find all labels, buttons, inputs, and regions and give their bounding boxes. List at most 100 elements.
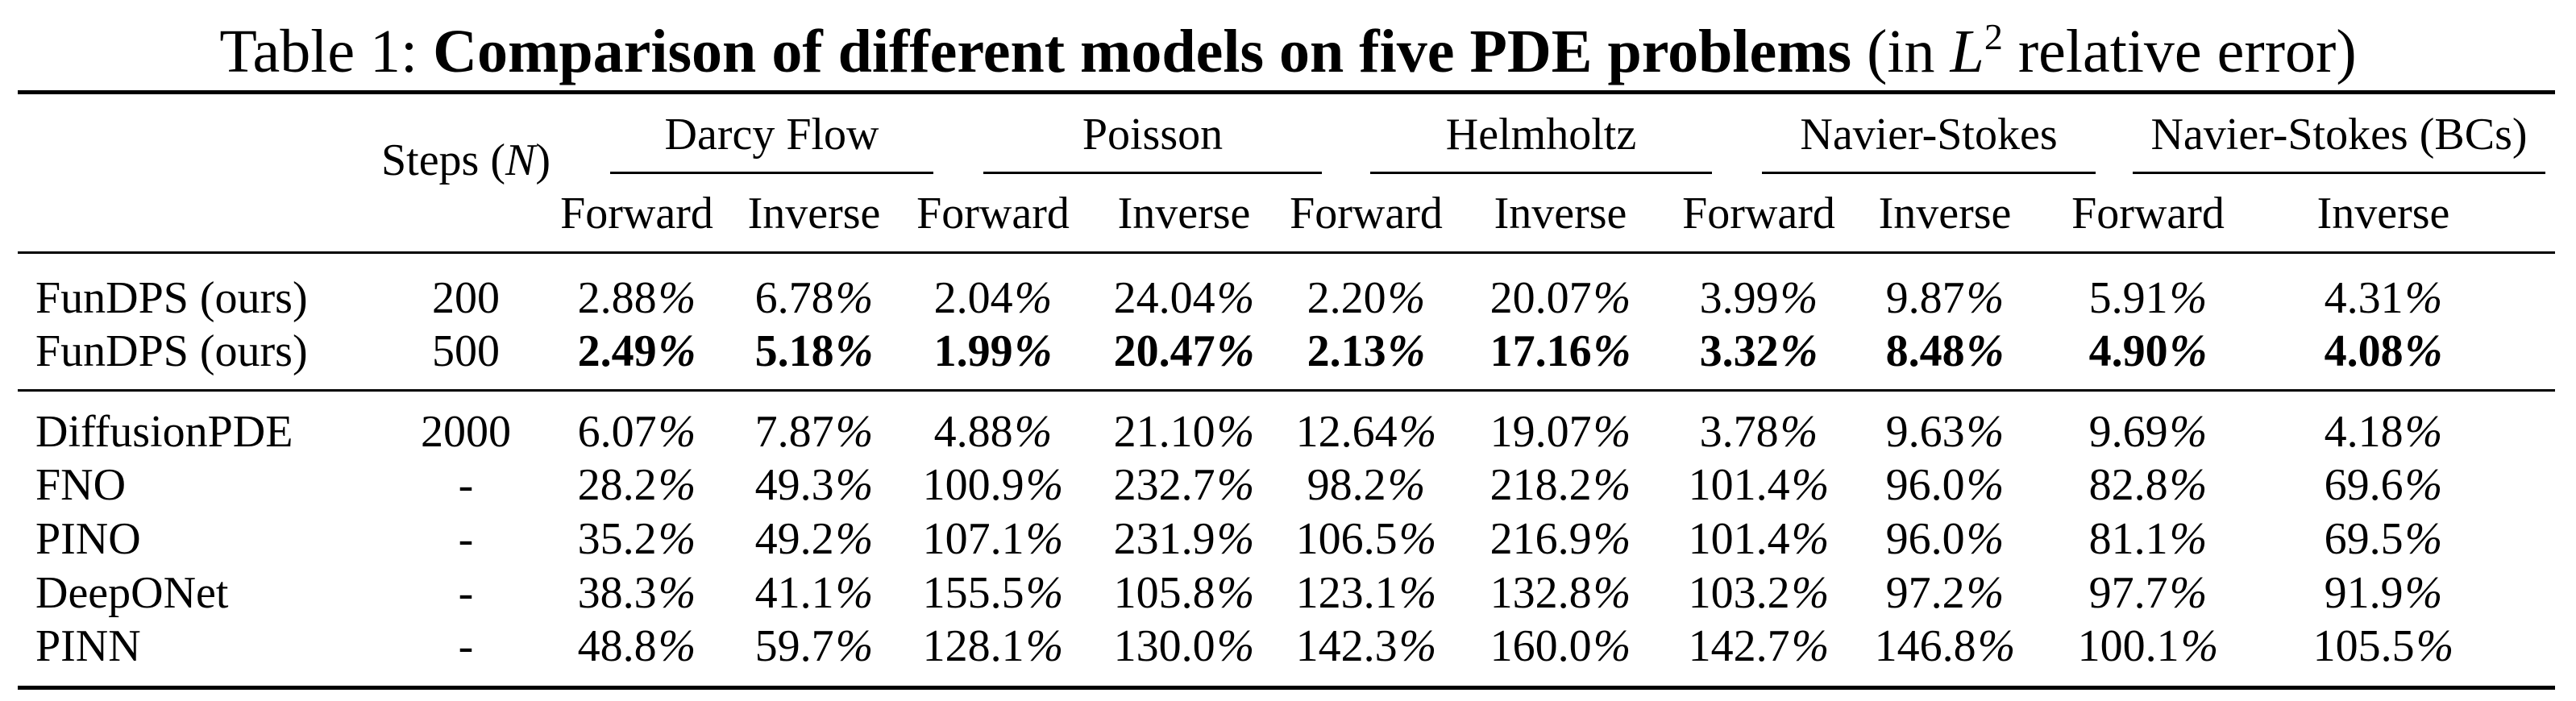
error-value: 3.32% (1700, 324, 1818, 379)
group-underline (2133, 172, 2545, 174)
percent-sign: % (1780, 326, 1818, 376)
error-number: 2.49 (577, 326, 657, 376)
error-number: 103.2 (1688, 568, 1790, 618)
error-value: 232.7% (1114, 458, 1255, 512)
error-number: 6.78 (754, 273, 834, 323)
error-value: 5.18% (755, 324, 874, 379)
percent-sign: % (2180, 621, 2219, 671)
error-value: 4.18% (2325, 404, 2443, 459)
steps-value: 2000 (421, 407, 511, 457)
error-value: 20.47% (1114, 324, 1255, 379)
error-number: 8.48 (1885, 326, 1965, 376)
percent-sign: % (2404, 514, 2443, 564)
error-number: 160.0 (1490, 621, 1592, 671)
error-value: 12.64% (1296, 404, 1437, 459)
error-number: 4.90 (2088, 326, 2168, 376)
error-value: 96.0% (1886, 512, 2005, 566)
group-header: Darcy Flow (664, 110, 879, 160)
group-underline (1762, 172, 2096, 174)
percent-sign: % (658, 621, 696, 671)
error-number: 100.1 (2077, 621, 2179, 671)
error-number: 20.47 (1113, 326, 1215, 376)
error-value: 2.88% (578, 271, 696, 326)
error-value: 2.49% (578, 324, 696, 379)
error-value: 48.8% (578, 619, 696, 674)
error-number: 4.88 (933, 407, 1013, 457)
error-number: 132.8 (1490, 568, 1592, 618)
error-value: 7.87% (755, 404, 874, 459)
model-name: FunDPS (ours) (35, 326, 308, 376)
error-number: 146.8 (1874, 621, 1976, 671)
error-value: 128.1% (923, 619, 1064, 674)
model-name: PINO (35, 514, 141, 564)
group-underline (983, 172, 1322, 174)
percent-sign: % (835, 514, 874, 564)
table-caption: Table 1: Comparison of different models … (0, 15, 2576, 89)
subheader-inverse: Inverse (1878, 189, 2012, 239)
error-value: 100.9% (923, 458, 1064, 512)
model-name: PINN (35, 621, 141, 671)
error-number: 82.8 (2088, 460, 2168, 510)
error-value: 69.5% (2325, 512, 2443, 566)
percent-sign: % (1216, 326, 1255, 376)
error-number: 12.64 (1295, 407, 1398, 457)
subheader-forward: Forward (2071, 189, 2225, 239)
error-value: 97.7% (2089, 566, 2208, 620)
percent-sign: % (1387, 273, 1426, 323)
percent-sign: % (1977, 621, 2016, 671)
steps-header-label: Steps (380, 135, 480, 185)
error-value: 49.2% (755, 512, 874, 566)
caption-math-l: L (1950, 18, 1984, 85)
error-number: 101.4 (1688, 514, 1790, 564)
error-value: 28.2% (578, 458, 696, 512)
percent-sign: % (658, 568, 696, 618)
percent-sign: % (1966, 514, 2005, 564)
percent-sign: % (1966, 326, 2005, 376)
percent-sign: % (1398, 621, 1437, 671)
percent-sign: % (1025, 621, 1064, 671)
error-number: 49.2 (754, 514, 834, 564)
steps-value: - (458, 621, 474, 671)
error-value: 82.8% (2089, 458, 2208, 512)
percent-sign: % (2169, 460, 2208, 510)
percent-sign: % (1216, 514, 1255, 564)
error-value: 19.07% (1490, 404, 1631, 459)
error-value: 8.48% (1886, 324, 2005, 379)
percent-sign: % (2404, 273, 2443, 323)
error-value: 91.9% (2325, 566, 2443, 620)
percent-sign: % (1791, 514, 1830, 564)
subheader-inverse: Inverse (2316, 189, 2450, 239)
error-number: 3.99 (1699, 273, 1779, 323)
error-value: 41.1% (755, 566, 874, 620)
error-number: 41.1 (754, 568, 834, 618)
steps-value: - (458, 568, 474, 618)
error-number: 49.3 (754, 460, 834, 510)
percent-sign: % (1780, 407, 1818, 457)
error-number: 38.3 (577, 568, 657, 618)
error-number: 142.7 (1688, 621, 1790, 671)
steps-value: - (458, 460, 474, 510)
percent-sign: % (835, 621, 874, 671)
error-value: 142.7% (1689, 619, 1830, 674)
error-number: 2.20 (1307, 273, 1386, 323)
error-number: 5.18 (754, 326, 834, 376)
error-value: 216.9% (1490, 512, 1631, 566)
error-number: 97.7 (2088, 568, 2168, 618)
group-separator-rule (18, 389, 2555, 392)
percent-sign: % (1966, 273, 2005, 323)
percent-sign: % (1593, 407, 1631, 457)
percent-sign: % (1014, 273, 1053, 323)
percent-sign: % (2404, 326, 2443, 376)
steps-value: 500 (432, 326, 500, 376)
error-number: 4.18 (2324, 407, 2404, 457)
error-value: 96.0% (1886, 458, 2005, 512)
percent-sign: % (1780, 273, 1818, 323)
percent-sign: % (1398, 568, 1437, 618)
error-number: 2.04 (933, 273, 1013, 323)
error-number: 107.1 (922, 514, 1024, 564)
percent-sign: % (1593, 273, 1631, 323)
percent-sign: % (1791, 621, 1830, 671)
percent-sign: % (1593, 326, 1631, 376)
percent-sign: % (835, 460, 874, 510)
error-number: 69.6 (2324, 460, 2404, 510)
